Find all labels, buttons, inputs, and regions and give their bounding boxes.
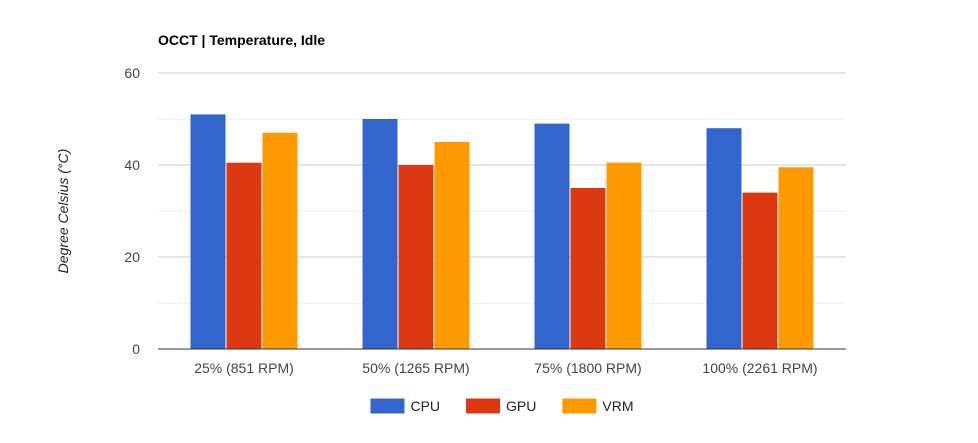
legend-swatch-cpu[interactable] (370, 398, 405, 414)
legend-swatch-gpu[interactable] (466, 398, 501, 414)
x-tick-label: 50% (1265 RPM) (362, 360, 469, 376)
bar-gpu-3[interactable] (570, 188, 606, 349)
y-tick-label: 60 (124, 65, 140, 81)
bar-gpu-4[interactable] (742, 192, 778, 349)
bar-vrm-4[interactable] (778, 167, 814, 349)
chart-title: OCCT | Temperature, Idle (158, 32, 325, 48)
x-tick-label: 100% (2261 RPM) (702, 360, 817, 376)
bar-vrm-3[interactable] (606, 162, 642, 349)
legend-swatch-vrm[interactable] (562, 398, 597, 414)
bar-cpu-4[interactable] (706, 128, 742, 349)
y-tick-labels: 0 20 40 60 (124, 65, 140, 357)
bar-cpu-1[interactable] (190, 114, 226, 350)
x-tick-label: 75% (1800 RPM) (534, 360, 641, 376)
bar-gpu-2[interactable] (398, 165, 434, 349)
bar-cpu-3[interactable] (534, 123, 570, 349)
legend-label-vrm: VRM (602, 398, 633, 414)
y-axis-title: Degree Celsius (°C) (55, 149, 71, 274)
y-tick-label: 20 (124, 249, 140, 265)
y-tick-label: 0 (132, 341, 140, 357)
bars (190, 114, 814, 350)
y-tick-label: 40 (124, 157, 140, 173)
legend: CPU GPU VRM (370, 398, 634, 414)
bar-gpu-1[interactable] (226, 162, 262, 349)
x-tick-label: 25% (851 RPM) (194, 360, 294, 376)
bar-vrm-2[interactable] (434, 142, 470, 349)
bar-cpu-2[interactable] (362, 119, 398, 349)
x-tick-labels: 25% (851 RPM) 50% (1265 RPM) 75% (1800 RPM… (194, 360, 817, 376)
legend-label-cpu: CPU (410, 398, 440, 414)
legend-label-gpu: GPU (506, 398, 536, 414)
bar-vrm-1[interactable] (262, 132, 298, 349)
